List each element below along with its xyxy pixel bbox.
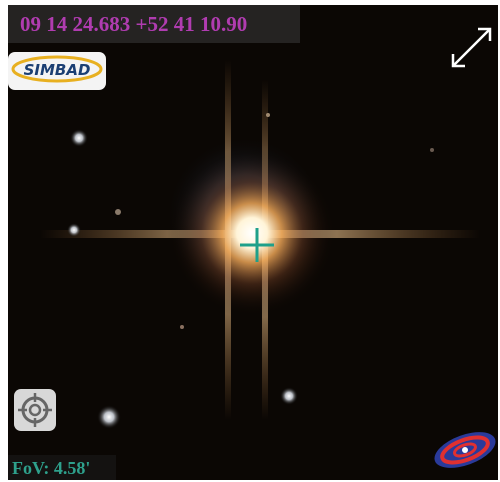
- goto-target-button[interactable]: [14, 389, 56, 431]
- star: [266, 113, 270, 117]
- coordinates-box: [8, 5, 300, 43]
- aladin-logo[interactable]: [430, 425, 500, 475]
- coordinates[interactable]: 09 14 24.683 +52 41 10.90: [20, 12, 247, 36]
- star: [70, 129, 88, 147]
- star: [280, 387, 298, 405]
- star: [430, 148, 434, 152]
- star: [180, 325, 184, 329]
- simbad-logo: SIMBAD: [24, 61, 91, 79]
- star: [67, 223, 81, 237]
- simbad-button[interactable]: SIMBAD: [8, 52, 106, 90]
- fullscreen-button[interactable]: [451, 27, 492, 68]
- fov: FoV: 4.58': [12, 458, 90, 478]
- fov-box: [8, 455, 116, 480]
- star: [97, 405, 121, 429]
- target-cross: [240, 228, 274, 262]
- star: [115, 209, 121, 215]
- bright-star: [167, 148, 337, 318]
